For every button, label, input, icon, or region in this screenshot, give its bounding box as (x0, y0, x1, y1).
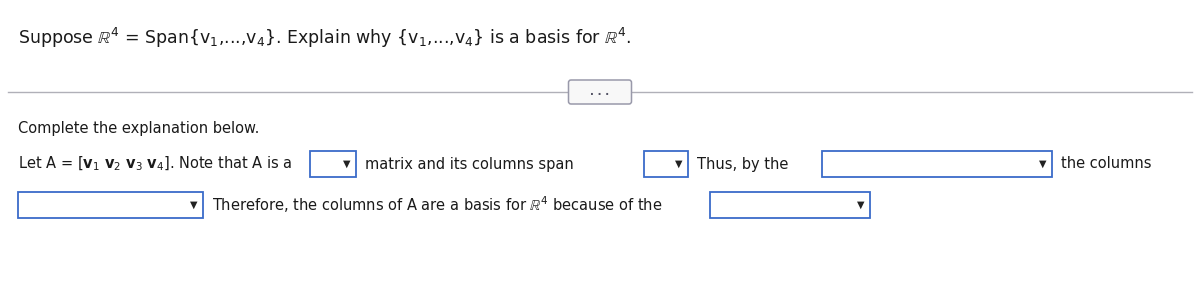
Text: Let A = [$\mathbf{v}_1$ $\mathbf{v}_2$ $\mathbf{v}_3$ $\mathbf{v}_4$]. Note that: Let A = [$\mathbf{v}_1$ $\mathbf{v}_2$ $… (18, 155, 293, 173)
FancyBboxPatch shape (18, 192, 203, 218)
Text: ▼: ▼ (191, 200, 198, 210)
FancyBboxPatch shape (310, 151, 356, 177)
Text: Therefore, the columns of A are a basis for $\mathbb{R}^4$ because of the: Therefore, the columns of A are a basis … (212, 195, 662, 215)
FancyBboxPatch shape (569, 80, 631, 104)
Text: the columns: the columns (1061, 157, 1152, 172)
Text: ▼: ▼ (857, 200, 865, 210)
Text: ▼: ▼ (676, 159, 683, 169)
Text: matrix and its columns span: matrix and its columns span (365, 157, 574, 172)
Text: . . .: . . . (590, 87, 610, 97)
Text: Complete the explanation below.: Complete the explanation below. (18, 121, 259, 136)
FancyBboxPatch shape (710, 192, 870, 218)
Text: ▼: ▼ (343, 159, 350, 169)
Text: Suppose $\mathbb{R}^4$ = Span$\{$v$_1$,...,v$_4\}$. Explain why $\{$v$_1$,...,v$: Suppose $\mathbb{R}^4$ = Span$\{$v$_1$,.… (18, 26, 631, 50)
FancyBboxPatch shape (822, 151, 1052, 177)
FancyBboxPatch shape (644, 151, 688, 177)
Text: Thus, by the: Thus, by the (697, 157, 788, 172)
Text: ▼: ▼ (1039, 159, 1046, 169)
